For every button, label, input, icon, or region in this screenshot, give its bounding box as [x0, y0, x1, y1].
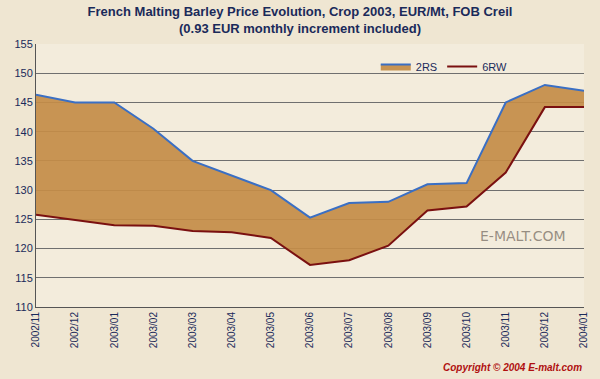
svg-text:2003/12: 2003/12 [539, 312, 550, 349]
svg-text:120: 120 [14, 242, 32, 254]
svg-text:Copyright © 2004 E-malt.com: Copyright © 2004 E-malt.com [443, 362, 582, 373]
svg-text:130: 130 [14, 184, 32, 196]
svg-text:140: 140 [14, 126, 32, 138]
svg-text:2003/05: 2003/05 [265, 312, 276, 349]
svg-text:2003/01: 2003/01 [109, 312, 120, 349]
svg-text:155: 155 [14, 38, 32, 50]
svg-text:2003/10: 2003/10 [461, 312, 472, 349]
svg-text:125: 125 [14, 213, 32, 225]
svg-text:2RS: 2RS [416, 61, 437, 73]
svg-text:2003/07: 2003/07 [343, 312, 354, 349]
svg-text:2003/09: 2003/09 [422, 312, 433, 349]
svg-text:2002/11: 2002/11 [30, 312, 41, 348]
svg-text:2003/06: 2003/06 [304, 312, 315, 349]
svg-text:145: 145 [14, 96, 32, 108]
svg-text:110: 110 [15, 301, 33, 313]
svg-text:2003/08: 2003/08 [383, 312, 394, 349]
svg-text:2003/03: 2003/03 [187, 312, 198, 349]
svg-text:2004/01: 2004/01 [578, 312, 589, 349]
svg-text:2002/12: 2002/12 [69, 312, 80, 349]
svg-text:6RW: 6RW [482, 61, 507, 73]
svg-text:135: 135 [14, 155, 32, 167]
svg-text:French Malting Barley Price Ev: French Malting Barley Price Evolution, C… [88, 4, 513, 36]
svg-text:115: 115 [15, 272, 33, 284]
svg-text:2003/04: 2003/04 [226, 312, 237, 349]
svg-text:E-MALT.COM: E-MALT.COM [480, 228, 566, 244]
svg-text:2003/02: 2003/02 [148, 312, 159, 349]
svg-text:150: 150 [14, 67, 32, 79]
svg-text:2003/11: 2003/11 [500, 312, 511, 348]
